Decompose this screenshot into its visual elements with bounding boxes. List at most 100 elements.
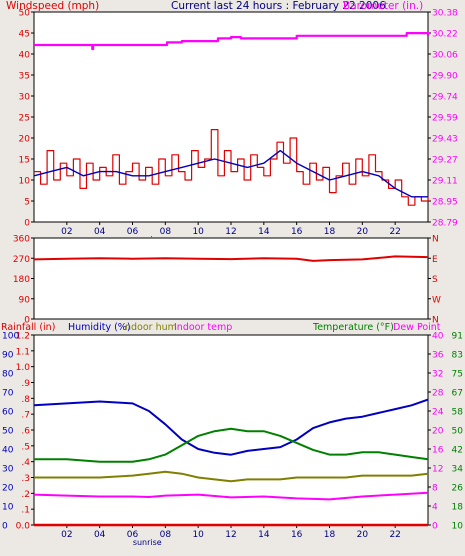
windspeed-axis-tick-label: 5 — [24, 198, 30, 208]
compass-axis-tick-label: S — [432, 275, 438, 285]
indoor-temp-axis-tick-label: 16 — [432, 446, 444, 456]
barometer-axis-tick-label: 29.43 — [432, 135, 458, 145]
indoor-temp-axis-label: Indoor temp — [174, 322, 232, 333]
windspeed-axis-tick-label: 0 — [24, 219, 30, 229]
barometer-axis-tick-label: 29.27 — [432, 156, 458, 166]
rainfall-axis-tick-label: .4 — [21, 458, 30, 468]
humidity-axis-tick-label: 50 — [2, 427, 14, 437]
barometer-axis-tick-label: 28.79 — [432, 219, 458, 229]
barometer-axis-tick-label: 30.06 — [432, 51, 458, 61]
humidity-axis-tick-label: 10 — [2, 503, 14, 513]
humidity-axis-tick-label: 60 — [2, 408, 14, 418]
compass-axis-tick-label: E — [432, 255, 438, 265]
dew-point-axis-label: Dew Point — [393, 322, 441, 333]
temperature-axis-tick-label: 58 — [452, 408, 464, 418]
barometer-axis-label: Barometer (in.) — [343, 0, 424, 12]
rainfall-axis-tick-label: .8 — [21, 395, 30, 405]
temperature-axis-tick-label: 83 — [452, 351, 463, 361]
wind-panel-x-tick-label: 10 — [192, 227, 204, 237]
rainfall-axis-tick-label: .6 — [21, 427, 30, 437]
barometer-axis-tick-label: 30.38 — [432, 9, 458, 19]
temp-panel-sunrise-label: sunrise — [133, 538, 162, 547]
barometer-axis-tick-label: 29.11 — [432, 177, 458, 187]
humidity-axis-tick-label: 100 — [2, 332, 19, 342]
indoor-temp-axis-tick-label: 28 — [432, 389, 444, 399]
temp-panel-x-tick-label: 12 — [225, 530, 236, 540]
compass-axis-tick-label: W — [432, 295, 441, 305]
temperature-axis-tick-label: 50 — [452, 427, 464, 437]
humidity-axis-tick-label: 20 — [2, 484, 14, 494]
temp-panel-x-tick-label: 18 — [324, 530, 336, 540]
temperature-axis-tick-label: 10 — [452, 522, 464, 532]
rainfall-axis-tick-label: 1.0 — [16, 363, 31, 373]
temperature-axis-tick-label: 67 — [452, 389, 463, 399]
rainfall-axis-tick-label: 1.2 — [16, 332, 30, 342]
wind-average-series — [33, 149, 428, 198]
direction-axis-tick-label: 90 — [19, 295, 31, 305]
wind-panel-x-tick-label: 08 — [160, 227, 172, 237]
wind-direction-plot-area — [33, 237, 429, 320]
windspeed-axis-tick-label: 50 — [19, 9, 31, 19]
indoor-humidity-axis-label: ndoor hum — [125, 322, 177, 333]
temperature-axis-tick-label: 75 — [452, 370, 463, 380]
humidity-axis-tick-label: 80 — [2, 370, 14, 380]
temp-panel-x-tick-label: 20 — [357, 530, 369, 540]
temperature-series — [34, 427, 429, 463]
barometer-axis-tick-label: 28.95 — [432, 198, 458, 208]
windspeed-axis-tick-label: 30 — [19, 93, 31, 103]
compass-axis-tick-label: N — [432, 316, 439, 326]
windspeed-axis-tick-label: 10 — [19, 177, 31, 187]
windspeed-axis-tick-label: 25 — [19, 114, 30, 124]
wind-panel-x-tick-label: 22 — [389, 227, 400, 237]
rainfall-axis-label: Rainfall (in) — [1, 322, 55, 333]
humidity-axis-tick-label: 70 — [2, 389, 14, 399]
temperature-axis-tick-label: 42 — [452, 446, 463, 456]
windspeed-axis-tick-label: 35 — [19, 72, 30, 82]
barometer-axis-tick-label: 29.74 — [432, 93, 458, 103]
indoor-temp-axis-tick-label: 40 — [432, 332, 444, 342]
wind-panel-x-tick-label: 06 — [127, 227, 139, 237]
temp-panel-x-tick-label: 10 — [192, 530, 204, 540]
barometer-axis-tick-label: 29.59 — [432, 114, 458, 124]
indoor-temp-axis-tick-label: 36 — [432, 351, 444, 361]
period-title: Current last 24 hours : February 22 2006 — [171, 0, 386, 12]
temperature-axis-label: Temperature (°F) — [312, 322, 394, 333]
wind-direction-series — [33, 255, 429, 262]
rainfall-axis-tick-label: .1 — [21, 506, 30, 516]
rainfall-axis-tick-label: .5 — [21, 442, 30, 452]
wind-panel-x-tick-label: 20 — [357, 227, 369, 237]
temp-panel-x-tick-label: 14 — [258, 530, 270, 540]
temp-panel-x-tick-label: 16 — [291, 530, 303, 540]
rainfall-axis-tick-label: 0.0 — [16, 522, 31, 532]
humidity-axis-tick-label: 90 — [2, 351, 14, 361]
windspeed-axis-tick-label: 45 — [19, 30, 30, 40]
temp-panel-x-tick-label: 04 — [94, 530, 106, 540]
humidity-axis-tick-label: 40 — [2, 446, 14, 456]
indoor-humidity-series — [34, 470, 429, 483]
humidity-axis-tick-label: 30 — [2, 465, 14, 475]
indoor-temp-axis-tick-label: 4 — [432, 503, 438, 513]
humidity-axis-tick-label: 0 — [2, 522, 8, 532]
indoor-temp-axis-tick-label: 0 — [432, 522, 438, 532]
barometer-series — [34, 32, 430, 51]
wind-panel-x-tick-label: 14 — [258, 227, 270, 237]
direction-axis-tick-label: 360 — [13, 235, 30, 245]
wind-panel-x-tick-label: 12 — [225, 227, 236, 237]
indoor-temp-axis-tick-label: 8 — [432, 484, 438, 494]
wind-panel-x-tick-label: 16 — [291, 227, 303, 237]
wind-panel-x-tick-label: 18 — [324, 227, 336, 237]
compass-axis-tick-label: N — [432, 235, 439, 245]
wind-panel-x-tick-label: 02 — [61, 227, 72, 237]
temperature-axis-tick-label: 18 — [452, 503, 464, 513]
windspeed-axis-tick-label: 15 — [19, 156, 30, 166]
rainfall-axis-tick-label: .9 — [21, 379, 30, 389]
temperature-axis-tick-label: 91 — [452, 332, 463, 342]
temperature-axis-tick-label: 26 — [452, 484, 464, 494]
direction-axis-tick-label: 180 — [13, 275, 30, 285]
rainfall-axis-tick-label: 1.1 — [16, 347, 30, 357]
temp-panel-x-tick-label: 02 — [61, 530, 72, 540]
temp-panel-x-tick-label: 08 — [160, 530, 172, 540]
wind-barometer-plot-area — [33, 11, 429, 223]
humidity-series — [33, 398, 429, 456]
rainfall-axis-tick-label: .3 — [21, 474, 30, 484]
